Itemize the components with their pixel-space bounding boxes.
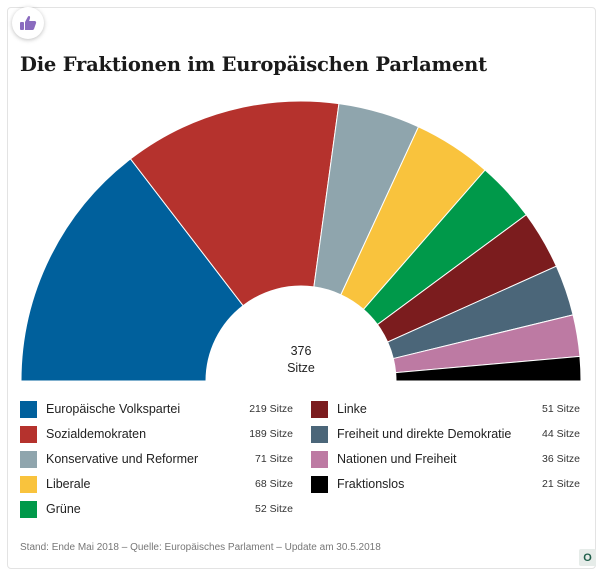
legend-value: 51 Sitze	[542, 403, 580, 415]
legend-label: Nationen und Freiheit	[337, 452, 457, 466]
legend-swatch	[20, 425, 37, 443]
slice-0[interactable]	[20, 158, 244, 382]
legend-value: 21 Sitze	[542, 478, 580, 490]
legend-label: Europäische Volkspartei	[46, 402, 181, 416]
legend-swatch	[20, 450, 37, 468]
legend-swatch	[311, 450, 328, 468]
slice-1[interactable]	[129, 100, 340, 307]
legend-item: Fraktionslos 21 Sitze	[311, 474, 580, 494]
legend-item: Linke 51 Sitze	[311, 399, 580, 419]
legend-swatch	[311, 475, 328, 493]
thumbs-up-icon	[20, 16, 37, 30]
legend-label: Freiheit und direkte Demokratie	[337, 427, 512, 441]
legend-item: Grüne 52 Sitze	[20, 499, 293, 519]
legend-value: 68 Sitze	[255, 478, 293, 490]
legend-swatch	[20, 500, 37, 518]
legend-value: 36 Sitze	[542, 453, 580, 465]
legend-value: 189 Sitze	[249, 428, 293, 440]
thumbs-up-badge[interactable]	[12, 7, 44, 39]
legend-swatch	[311, 400, 328, 418]
legend-item: Sozialdemokraten 189 Sitze	[20, 424, 293, 444]
legend-item: Freiheit und direkte Demokratie 44 Sitze	[311, 424, 580, 444]
legend-label: Liberale	[46, 477, 91, 491]
legend-value: 219 Sitze	[249, 403, 293, 415]
legend-value: 52 Sitze	[255, 503, 293, 515]
chart-title: Die Fraktionen im Europäischen Parlament	[20, 53, 487, 76]
legend-item: Liberale 68 Sitze	[20, 474, 293, 494]
legend-item: Nationen und Freiheit 36 Sitze	[311, 449, 580, 469]
slices-group	[20, 100, 582, 382]
legend-label: Linke	[337, 402, 367, 416]
logo-o-icon: O	[579, 549, 596, 566]
legend-value: 71 Sitze	[255, 453, 293, 465]
center-total-value: 376	[291, 344, 312, 358]
legend-item: Konservative und Reformer 71 Sitze	[20, 449, 293, 469]
legend-swatch	[20, 400, 37, 418]
legend-value: 44 Sitze	[542, 428, 580, 440]
legend-label: Konservative und Reformer	[46, 452, 199, 466]
legend-label: Sozialdemokraten	[46, 427, 147, 441]
legend-item: Europäische Volkspartei 219 Sitze	[20, 399, 293, 419]
legend-swatch	[311, 425, 328, 443]
source-note: Stand: Ende Mai 2018 – Quelle: Europäisc…	[20, 542, 381, 553]
center-total-unit: Sitze	[287, 361, 315, 375]
legend-label: Fraktionslos	[337, 477, 405, 491]
slice-8[interactable]	[395, 355, 582, 382]
legend-label: Grüne	[46, 502, 81, 516]
legend-swatch	[20, 475, 37, 493]
